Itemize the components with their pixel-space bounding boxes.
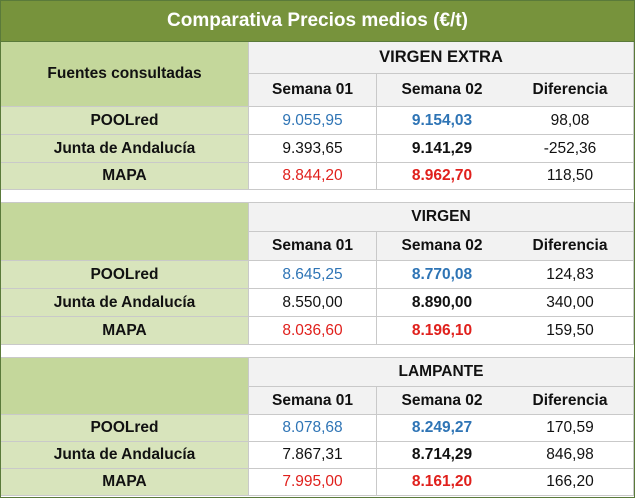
week2-value: 8.196,10 [377,317,507,345]
diff-value: 98,08 [507,107,634,135]
source-cell: MAPA [1,163,249,190]
week1-value: 8.645,25 [249,261,377,289]
week2-value: 8.770,08 [377,261,507,289]
block-virgen-extra: Fuentes consultadas VIRGEN EXTRA Semana … [1,42,634,190]
category-header: LAMPANTE [249,358,634,387]
week1-value: 7.867,31 [249,442,377,469]
week1-value: 9.393,65 [249,135,377,163]
sources-header: Fuentes consultadas [1,42,249,107]
sources-header-blank [1,358,249,415]
block-lampante: LAMPANTE Semana 01 Semana 02 Diferencia … [1,358,634,496]
week2-value: 9.141,29 [377,135,507,163]
week2-value: 8.962,70 [377,163,507,190]
week1-value: 8.036,60 [249,317,377,345]
source-cell: Junta de Andalucía [1,135,249,163]
source-cell: POOLred [1,261,249,289]
diff-value: 846,98 [507,442,634,469]
week2-value: 8.249,27 [377,415,507,442]
category-header: VIRGEN EXTRA [249,42,634,74]
block-virgen: VIRGEN Semana 01 Semana 02 Diferencia PO… [1,203,634,345]
block-separator [1,345,634,358]
week1-header: Semana 01 [249,387,377,415]
source-cell: MAPA [1,469,249,496]
week2-header: Semana 02 [377,387,507,415]
diff-header: Diferencia [507,232,634,261]
week1-value: 8.550,00 [249,289,377,317]
diff-value: -252,36 [507,135,634,163]
week1-header: Semana 01 [249,74,377,107]
source-cell: Junta de Andalucía [1,442,249,469]
source-cell: MAPA [1,317,249,345]
week2-header: Semana 02 [377,232,507,261]
week1-value: 7.995,00 [249,469,377,496]
source-cell: POOLred [1,415,249,442]
sources-header-blank [1,203,249,261]
week2-value: 9.154,03 [377,107,507,135]
diff-value: 340,00 [507,289,634,317]
diff-value: 166,20 [507,469,634,496]
week2-value: 8.714,29 [377,442,507,469]
block-separator [1,190,634,203]
source-cell: POOLred [1,107,249,135]
diff-value: 159,50 [507,317,634,345]
week1-value: 9.055,95 [249,107,377,135]
diff-value: 118,50 [507,163,634,190]
source-cell: Junta de Andalucía [1,289,249,317]
diff-header: Diferencia [507,387,634,415]
week1-value: 8.078,68 [249,415,377,442]
diff-value: 124,83 [507,261,634,289]
week2-value: 8.161,20 [377,469,507,496]
week1-value: 8.844,20 [249,163,377,190]
week2-header: Semana 02 [377,74,507,107]
diff-header: Diferencia [507,74,634,107]
category-header: VIRGEN [249,203,634,232]
week1-header: Semana 01 [249,232,377,261]
table-title: Comparativa Precios medios (€/t) [1,1,634,42]
diff-value: 170,59 [507,415,634,442]
week2-value: 8.890,00 [377,289,507,317]
